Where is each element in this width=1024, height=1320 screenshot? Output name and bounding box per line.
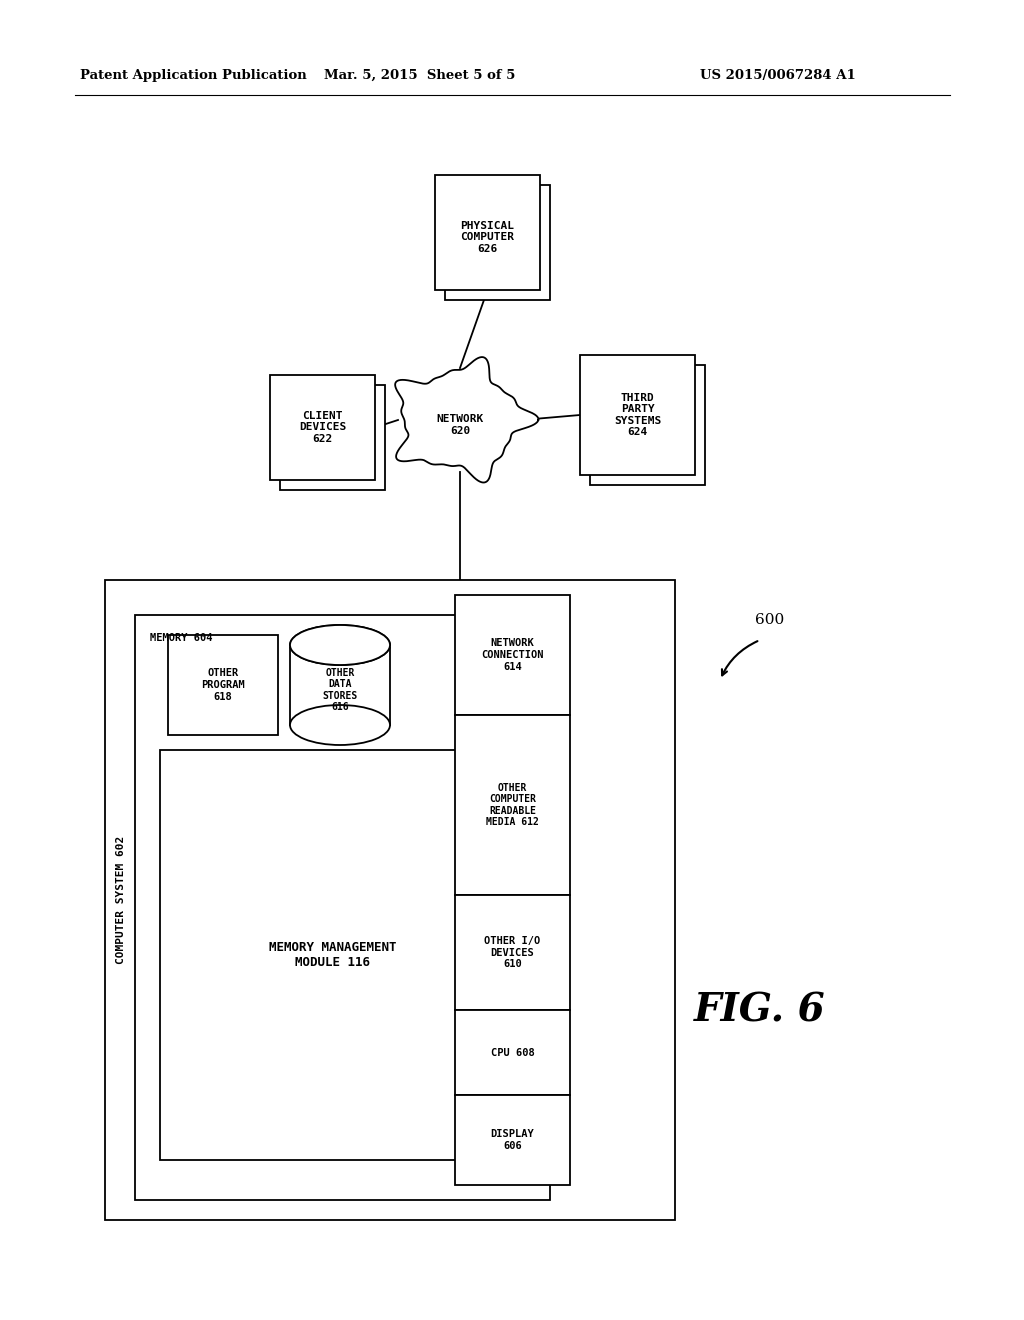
Bar bbox=[590, 366, 705, 484]
Bar bbox=[445, 185, 550, 300]
Text: US 2015/0067284 A1: US 2015/0067284 A1 bbox=[700, 69, 856, 82]
Text: OTHER
DATA
STORES
616: OTHER DATA STORES 616 bbox=[323, 668, 357, 713]
Bar bbox=[135, 615, 550, 1200]
Polygon shape bbox=[395, 358, 539, 483]
Text: Patent Application Publication: Patent Application Publication bbox=[80, 69, 307, 82]
Bar bbox=[455, 715, 570, 895]
Text: THIRD
PARTY
SYSTEMS
624: THIRD PARTY SYSTEMS 624 bbox=[613, 392, 662, 437]
Bar bbox=[280, 385, 385, 490]
Text: OTHER
COMPUTER
READABLE
MEDIA 612: OTHER COMPUTER READABLE MEDIA 612 bbox=[486, 783, 539, 828]
Text: MEMORY MANAGEMENT
MODULE 116: MEMORY MANAGEMENT MODULE 116 bbox=[268, 941, 396, 969]
Text: MEMORY 604: MEMORY 604 bbox=[150, 634, 213, 643]
Text: OTHER I/O
DEVICES
610: OTHER I/O DEVICES 610 bbox=[484, 936, 541, 969]
Text: COMPUTER SYSTEM 602: COMPUTER SYSTEM 602 bbox=[116, 836, 126, 964]
Bar bbox=[580, 355, 695, 475]
Text: Mar. 5, 2015  Sheet 5 of 5: Mar. 5, 2015 Sheet 5 of 5 bbox=[325, 69, 516, 82]
Bar bbox=[270, 375, 375, 480]
Text: PHYSICAL
COMPUTER
626: PHYSICAL COMPUTER 626 bbox=[461, 220, 514, 253]
Bar bbox=[105, 579, 675, 1220]
Ellipse shape bbox=[290, 705, 390, 744]
Text: FIG. 6: FIG. 6 bbox=[694, 991, 825, 1030]
Bar bbox=[290, 645, 390, 725]
Bar bbox=[455, 1010, 570, 1096]
Bar bbox=[455, 1096, 570, 1185]
Ellipse shape bbox=[290, 624, 390, 665]
Text: 600: 600 bbox=[756, 612, 784, 627]
Text: OTHER
PROGRAM
618: OTHER PROGRAM 618 bbox=[201, 668, 245, 702]
Text: CPU 608: CPU 608 bbox=[490, 1048, 535, 1057]
Bar bbox=[435, 176, 540, 290]
Bar bbox=[168, 635, 278, 735]
Text: NETWORK
620: NETWORK 620 bbox=[436, 414, 483, 436]
Text: DISPLAY
606: DISPLAY 606 bbox=[490, 1129, 535, 1151]
Ellipse shape bbox=[290, 624, 390, 665]
Text: NETWORK
CONNECTION
614: NETWORK CONNECTION 614 bbox=[481, 639, 544, 672]
Bar bbox=[455, 595, 570, 715]
Bar bbox=[455, 895, 570, 1010]
Text: CLIENT
DEVICES
622: CLIENT DEVICES 622 bbox=[299, 411, 346, 444]
Bar bbox=[160, 750, 505, 1160]
